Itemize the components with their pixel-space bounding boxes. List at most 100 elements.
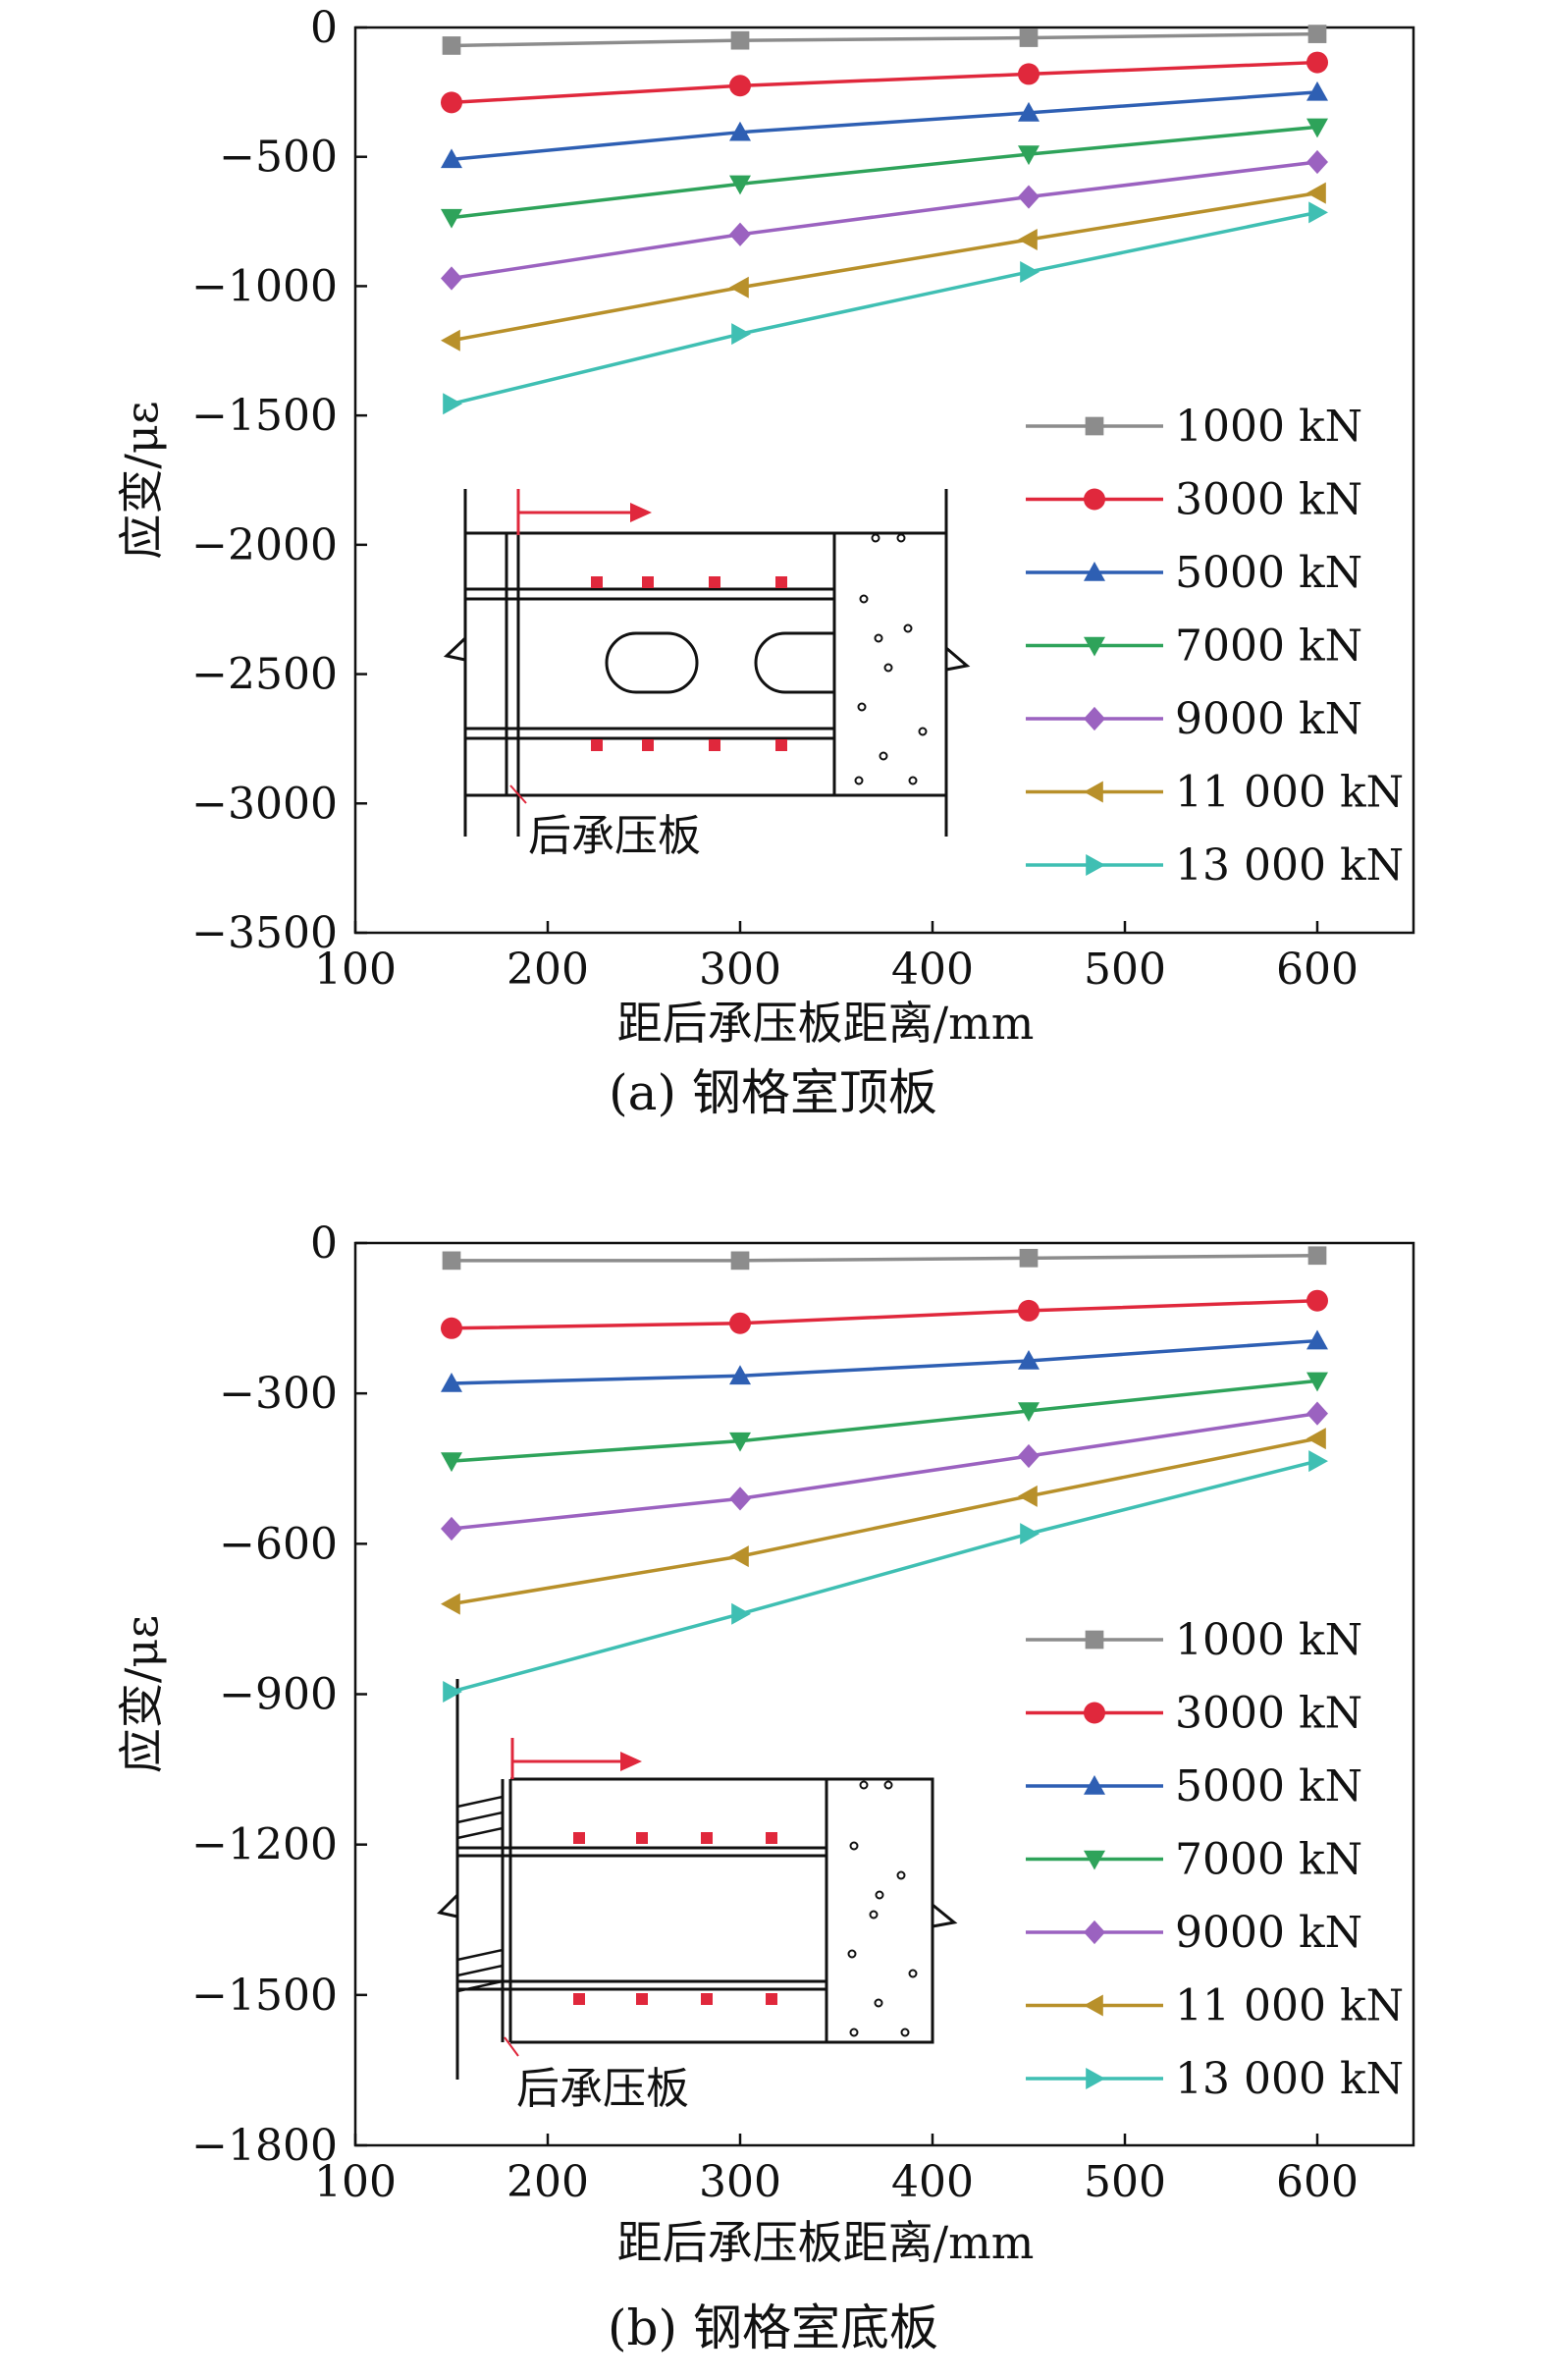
inset-aggregate [883, 1780, 893, 1790]
legend-entry: 1000 kN [1026, 1615, 1362, 1665]
x-tick-label: 600 [1276, 945, 1359, 995]
y-tick-label: 0 [310, 3, 338, 53]
data-point [729, 175, 751, 195]
data-point [441, 266, 462, 291]
data-point [1018, 101, 1040, 122]
data-point [1018, 1349, 1040, 1370]
inset-strain-gauge [591, 739, 603, 751]
data-point [1018, 185, 1040, 209]
series-13000kN [443, 1450, 1328, 1703]
data-point [1307, 25, 1327, 43]
data-point [441, 1593, 460, 1615]
inset-aggregate [879, 751, 888, 761]
x-axis-label: 距后承压板距离/mm [617, 2216, 1035, 2269]
data-point [731, 1602, 751, 1625]
data-point [442, 1251, 461, 1271]
legend-label: 5000 kN [1175, 548, 1362, 598]
y-tick-label: −1500 [191, 1971, 338, 2021]
inset-aggregate [869, 1910, 879, 1920]
data-point [442, 36, 461, 55]
inset-strain-gauge [775, 576, 787, 588]
series-7000kN [441, 1372, 1328, 1473]
legend-label: 1000 kN [1175, 402, 1362, 452]
series-line [451, 1338, 1318, 1385]
inset-stud [456, 1811, 504, 1824]
inset-aggregate [903, 623, 913, 633]
y-tick-label: −1000 [191, 261, 338, 311]
series-7000kN [441, 118, 1328, 229]
y-tick-label: −3500 [191, 908, 338, 958]
figure-caption: (a) 钢格室顶板 [609, 1064, 937, 1121]
inset-strain-gauge [573, 1993, 585, 2005]
data-point [1306, 1329, 1328, 1350]
data-point [441, 1317, 462, 1339]
legend-marker [1084, 781, 1103, 803]
inset-break-right [945, 646, 971, 672]
inset-strain-gauge [701, 1993, 713, 2005]
legend-marker [1084, 706, 1105, 731]
data-point [1020, 260, 1040, 283]
inset-break-left [443, 636, 467, 674]
legend-label: 13 000 kN [1175, 2054, 1404, 2104]
legend-label: 3000 kN [1175, 1689, 1362, 1739]
data-point [443, 1680, 462, 1703]
x-tick-label: 200 [506, 2157, 589, 2207]
data-point [729, 1312, 751, 1334]
y-tick-label: 0 [310, 1218, 338, 1269]
legend-marker [1084, 1775, 1105, 1795]
inset-aggregate [875, 1890, 884, 1900]
series-line [451, 125, 1318, 220]
inset-strain-gauge [642, 739, 654, 751]
legend-label: 7000 kN [1175, 1835, 1362, 1885]
series-5000kN [441, 81, 1328, 169]
inset-stud [456, 1948, 504, 1962]
series-1000kN [442, 1246, 1327, 1271]
data-point [1019, 1248, 1039, 1268]
series-5000kN [441, 1329, 1328, 1392]
data-point [441, 208, 462, 229]
inset-aggregate [908, 776, 918, 785]
inset-aggregate [883, 663, 893, 673]
data-point [1306, 1428, 1326, 1450]
data-point [1306, 81, 1328, 101]
series-13000kN [443, 201, 1328, 415]
series-line [451, 1436, 1318, 1606]
data-point [1018, 1485, 1038, 1507]
data-point [1018, 1402, 1040, 1423]
series-line [452, 1254, 1318, 1263]
series-1000kN [442, 25, 1327, 55]
inset-concrete [825, 1777, 934, 2044]
inset-aggregate [874, 633, 883, 643]
legend-entry: 5000 kN [1026, 1761, 1362, 1812]
data-point [729, 1365, 751, 1385]
legend-entry: 11 000 kN [1026, 768, 1404, 818]
data-point [441, 148, 462, 169]
data-point [443, 393, 462, 415]
series-line [451, 1459, 1318, 1694]
series-line [451, 90, 1318, 162]
inset-aggregate [900, 2028, 910, 2037]
x-tick-label: 300 [699, 945, 781, 995]
legend-marker [1084, 1920, 1105, 1945]
data-point [729, 1487, 751, 1511]
x-tick-label: 500 [1084, 945, 1166, 995]
series-11000kN [441, 182, 1326, 352]
data-point [729, 276, 749, 298]
data-point [1307, 1246, 1327, 1266]
legend-marker [1085, 416, 1104, 436]
legend-label: 3000 kN [1175, 475, 1362, 525]
data-point [441, 91, 462, 114]
y-tick-label: −600 [219, 1519, 338, 1569]
legend-entry: 7000 kN [1026, 622, 1362, 672]
legend-label: 7000 kN [1175, 622, 1362, 672]
legend-entry: 3000 kN [1026, 475, 1362, 525]
inset-aggregate [874, 1998, 883, 2008]
inset-diagram: 后承压板 [437, 1679, 958, 2114]
legend-label: 9000 kN [1175, 694, 1362, 744]
data-point [730, 1251, 750, 1271]
data-point [1019, 28, 1039, 47]
inset-label: 后承压板 [528, 811, 701, 861]
inset-aggregate [871, 533, 880, 543]
inset-aggregate [849, 1841, 859, 1851]
